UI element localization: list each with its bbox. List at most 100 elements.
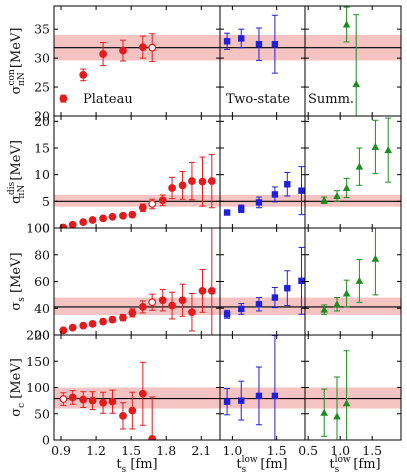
row-3-plateau-point-1-marker xyxy=(68,393,77,402)
row-3-plateau-point-8-marker xyxy=(138,389,147,398)
row-3-plateau-point-0-marker xyxy=(59,395,68,403)
row-2-plateau-point-7-marker xyxy=(128,309,137,317)
row-2-summ-point-0-marker xyxy=(320,305,328,313)
row-2-two-state-point-0-marker xyxy=(223,311,231,318)
row-1-plateau-point-1-marker xyxy=(68,220,77,228)
row-1-two-state-point-3-marker xyxy=(271,191,279,198)
row-1-plateau-point-6-marker xyxy=(119,211,127,220)
row-2-plateau-frame xyxy=(53,227,221,336)
row-2-ylabel: σs [MeV] xyxy=(9,252,27,310)
row-2-two-state-frame xyxy=(219,227,306,336)
row-2-summ-frame xyxy=(304,227,402,336)
row-1-plateau-point-12-marker xyxy=(178,181,187,190)
row-1-plateau-point-2-marker xyxy=(79,218,88,227)
row-2-plateau-point-14-marker xyxy=(198,286,207,295)
row-1-summ-point-2-marker xyxy=(342,184,351,191)
row-3-plateau-point-2-marker xyxy=(79,395,88,404)
row-2-summ-point-4-marker xyxy=(371,254,380,262)
row-1-summ-point-3-marker xyxy=(355,162,364,170)
row-0-two-state-point-3-marker xyxy=(271,41,279,48)
row-3-plateau-point-5-marker xyxy=(108,397,117,406)
row-2-plateau-point-2-marker xyxy=(79,321,88,330)
xtick-label-summ-2: 1.5 xyxy=(362,443,382,458)
row-1-plateau-point-11-marker xyxy=(168,184,176,192)
row-3-plateau-point-9-marker xyxy=(148,435,157,440)
row-1-plateau-point-10-marker xyxy=(158,196,167,205)
row-2-ytick-label-0: 20 xyxy=(34,328,50,343)
row-1-two-state-point-2-marker xyxy=(255,199,263,206)
xtick-label-plateau-1: 1.2 xyxy=(86,443,106,458)
row-1-plateau-point-8-marker xyxy=(138,203,147,212)
row-2-plateau-point-4-marker xyxy=(99,317,107,326)
row-1-plot-area xyxy=(54,117,401,228)
row-2-two-state-point-3-marker xyxy=(271,294,279,301)
row-1-plateau-frame xyxy=(53,115,221,229)
xtick-label-two_state-0: 1.0 xyxy=(222,443,242,458)
row-1-ylabel: σdisπN [MeV] xyxy=(7,140,27,204)
row-3-ylabel: σc [MeV] xyxy=(9,358,27,417)
row-1-two-state-point-5-marker xyxy=(298,187,305,194)
panel-grid xyxy=(53,5,402,441)
row-3-plot-area xyxy=(54,335,401,440)
row-2-summ-point-3-marker xyxy=(355,276,364,284)
row-3-ytick-label-3: 150 xyxy=(26,354,50,369)
row-1-plateau-point-4-marker xyxy=(99,214,107,223)
row-2-two-state-point-2-marker xyxy=(255,301,263,308)
row-3-ytick-label-1: 50 xyxy=(34,406,50,421)
row-2-plateau-point-9-marker xyxy=(148,298,157,307)
row-2-plateau-point-11-marker xyxy=(168,301,176,310)
row-0-plateau-point-4-marker xyxy=(138,43,147,52)
row-1-plateau-point-14-marker xyxy=(198,177,207,186)
text-labels: Plateau Two-state Summ. 20 25 30 35 σconπN [… xyxy=(7,22,382,475)
legend-plateau: Plateau xyxy=(83,92,133,107)
row-2-ytick-label-1: 40 xyxy=(34,301,50,316)
row-3-plateau-point-7-marker xyxy=(128,406,137,415)
row-1-two-state-frame xyxy=(219,115,306,229)
row-2-ytick-label-3: 80 xyxy=(34,247,50,262)
row-0-plateau-point-2-marker xyxy=(99,50,107,58)
row-1-two-state-point-4-marker xyxy=(284,181,291,188)
row-3-plateau-point-4-marker xyxy=(99,398,107,407)
row-2-plateau-point-8-marker xyxy=(138,303,147,311)
row-1-summ-point-0-marker xyxy=(320,196,328,204)
row-0-summ-point-1-marker xyxy=(352,80,360,88)
row-2-plateau-point-3-marker xyxy=(88,319,97,328)
row-0-plot-area xyxy=(54,6,401,116)
xtick-label-plateau-0: 0.9 xyxy=(51,443,71,458)
row-3-plateau-point-3-marker xyxy=(88,396,97,405)
row-0-plateau-point-0-marker xyxy=(59,94,68,103)
row-0-ytick-label-2: 30 xyxy=(34,51,50,66)
row-3-ytick-label-2: 100 xyxy=(26,380,50,395)
xlabel-two-state: tlow s [fm] xyxy=(236,455,287,475)
xtick-label-summ-1: 1.0 xyxy=(330,443,350,458)
row-0-two-state-point-1-marker xyxy=(238,35,245,42)
row-0-plateau-point-1-marker xyxy=(79,70,88,79)
row-2-plot-area xyxy=(54,228,401,335)
row-1-summ-point-5-marker xyxy=(384,146,392,154)
legend-two-state: Two-state xyxy=(226,92,290,107)
row-0-ytick-label-0: 20 xyxy=(34,109,50,124)
row-3-summ-point-2-marker xyxy=(342,399,351,407)
row-1-plateau-point-5-marker xyxy=(108,212,117,221)
xtick-label-summ-0: 0.5 xyxy=(298,443,318,458)
row-1-summ-frame xyxy=(304,115,402,229)
row-2-error-band xyxy=(54,297,401,315)
xtick-label-plateau-3: 1.8 xyxy=(156,443,176,458)
row-2-plateau-point-6-marker xyxy=(119,313,127,322)
row-0-ytick-label-1: 25 xyxy=(34,80,50,95)
row-2-ytick-label-4: 100 xyxy=(26,221,50,236)
row-1-two-state-point-1-marker xyxy=(238,205,245,212)
row-2-plateau-point-13-marker xyxy=(188,308,196,317)
row-1-plateau-point-15-marker xyxy=(207,177,216,185)
row-0-plateau-point-5-marker xyxy=(148,43,157,52)
row-2-two-state-point-4-marker xyxy=(284,284,291,292)
row-3-summ-point-0-marker xyxy=(320,408,328,416)
row-0-ytick-label-3: 35 xyxy=(34,22,50,37)
row-1-ytick-label-2: 10 xyxy=(34,167,50,182)
row-3-two-state-point-0-marker xyxy=(223,398,231,405)
row-3-plateau-point-6-marker xyxy=(119,411,127,420)
row-0-two-state-point-2-marker xyxy=(255,41,263,48)
row-1-ytick-label-4: 20 xyxy=(34,114,50,129)
row-1-summ-point-1-marker xyxy=(333,192,341,199)
